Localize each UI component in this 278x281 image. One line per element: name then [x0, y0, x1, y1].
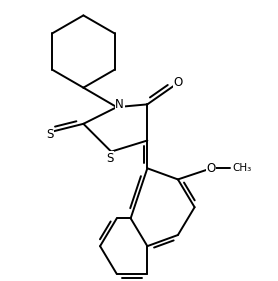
Text: S: S — [46, 128, 54, 141]
Text: S: S — [106, 152, 113, 165]
Text: O: O — [173, 76, 183, 89]
Text: CH₃: CH₃ — [232, 163, 251, 173]
Text: N: N — [115, 98, 124, 111]
Text: O: O — [207, 162, 216, 175]
